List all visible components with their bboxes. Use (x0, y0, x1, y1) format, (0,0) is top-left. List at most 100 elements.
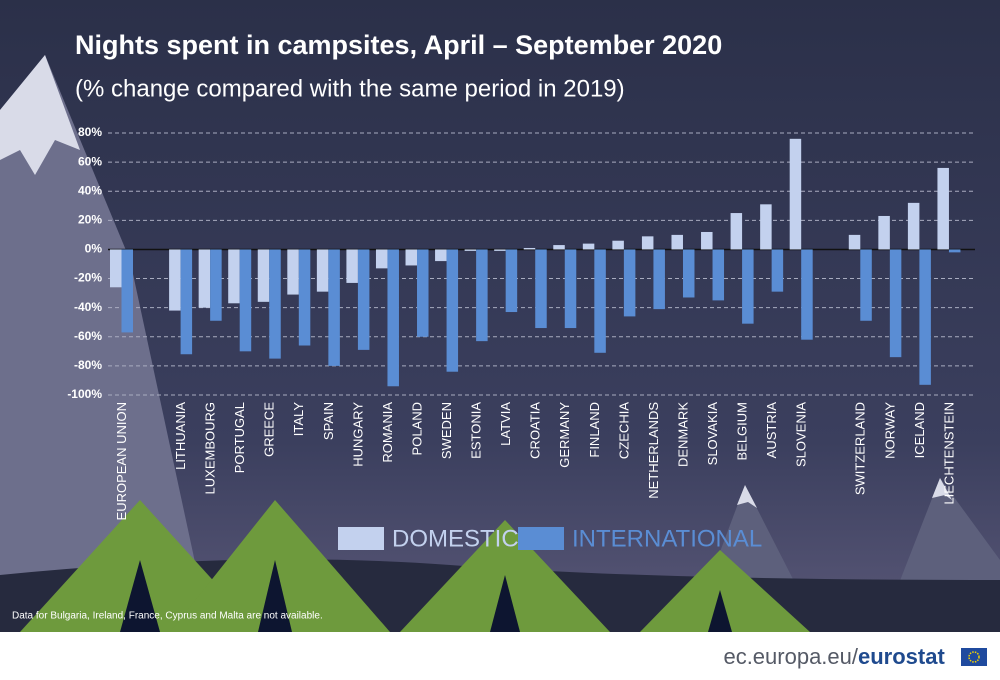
legend-label: DOMESTIC (392, 525, 519, 552)
bar (417, 249, 429, 337)
footer (0, 632, 1000, 680)
bar (257, 249, 270, 302)
bar (671, 234, 683, 250)
bar (228, 249, 240, 304)
y-tick-label: -60% (74, 329, 102, 343)
bar (405, 249, 418, 266)
legend-swatch (518, 527, 564, 550)
bar (789, 138, 802, 250)
x-tick-label: EUROPEAN UNION (114, 402, 129, 520)
bar (582, 243, 595, 250)
source: ec.europa.eu/ (723, 644, 858, 669)
y-tick-label: 80% (78, 125, 102, 139)
mountain-snow (737, 485, 757, 508)
bar (860, 249, 872, 321)
x-tick-label: CZECHIA (616, 402, 631, 459)
bar (730, 213, 743, 250)
bar (110, 249, 122, 288)
bar (564, 249, 577, 329)
bar (121, 249, 133, 333)
bar (375, 249, 388, 269)
y-tick-label: 60% (78, 154, 102, 168)
tent-door (258, 560, 292, 632)
mountain-snow (932, 478, 952, 500)
bar (316, 249, 329, 292)
bar (771, 249, 784, 292)
tent (170, 500, 390, 632)
x-tick-label: GERMANY (557, 402, 572, 468)
tent-door (490, 575, 520, 632)
x-tick-label: ITALY (291, 402, 306, 437)
bar (948, 249, 961, 253)
chart-title: Nights spent in campsites, April – Septe… (75, 30, 722, 60)
x-tick-label: LITHUANIA (173, 402, 188, 470)
x-tick-label: SLOVAKIA (705, 402, 720, 466)
y-tick-label: -80% (74, 358, 102, 372)
x-tick-label: SPAIN (321, 402, 336, 440)
tent-door (708, 590, 732, 632)
bar (701, 231, 713, 250)
x-tick-label: GREECE (262, 402, 277, 457)
x-tick-label: ROMANIA (380, 402, 395, 463)
mountain (0, 55, 210, 632)
bar (937, 167, 949, 250)
bar (889, 249, 902, 358)
mountain-snow (0, 55, 80, 175)
y-tick-label: 20% (78, 213, 102, 227)
bar (464, 249, 477, 251)
bar (287, 249, 299, 295)
bar (180, 249, 193, 355)
bar (553, 245, 565, 250)
y-tick-label: -40% (74, 300, 102, 314)
y-tick-label: 40% (78, 183, 102, 197)
bar (919, 249, 931, 385)
footnote: Data for Bulgaria, Ireland, France, Cypr… (12, 611, 323, 622)
bar (505, 249, 518, 313)
bar (742, 249, 754, 324)
legend-swatch (338, 527, 384, 550)
bar (435, 249, 447, 262)
x-tick-label: LUXEMBOURG (203, 402, 218, 494)
x-tick-label: NETHERLANDS (646, 402, 661, 499)
bar (446, 249, 459, 372)
tent (640, 550, 810, 632)
bar (210, 249, 222, 321)
brand: eurostat (858, 644, 945, 669)
bar (623, 249, 636, 317)
bar (801, 249, 813, 340)
bar (907, 202, 920, 250)
x-tick-label: SWITZERLAND (853, 402, 868, 495)
y-tick-label: -100% (67, 387, 102, 401)
x-tick-label: AUSTRIA (764, 402, 779, 459)
eu-stars (968, 651, 980, 663)
bar (682, 249, 695, 298)
bar (712, 249, 725, 301)
x-tick-label: PORTUGAL (232, 402, 247, 473)
bar (476, 249, 488, 342)
bar (612, 240, 624, 250)
bar (594, 249, 606, 353)
eu-flag (961, 648, 987, 666)
bar (878, 215, 890, 250)
x-tick-label: ICELAND (912, 402, 927, 458)
bar (653, 249, 665, 310)
bar (387, 249, 399, 387)
x-tick-label: LIECHTENSTEIN (941, 402, 956, 505)
bar (494, 249, 506, 251)
x-tick-label: HUNGARY (350, 402, 365, 467)
bar (357, 249, 370, 350)
bar (523, 247, 536, 250)
bar (169, 249, 181, 311)
bar (346, 249, 358, 283)
x-tick-label: FINLAND (587, 402, 602, 458)
y-tick-label: 0% (85, 242, 103, 256)
x-tick-label: DENMARK (675, 402, 690, 467)
x-tick-label: ESTONIA (469, 402, 484, 459)
x-tick-label: CROATIA (528, 402, 543, 459)
chart-subtitle: (% change compared with the same period … (75, 75, 625, 102)
bar (269, 249, 281, 359)
x-tick-label: POLAND (409, 402, 424, 455)
legend-label: INTERNATIONAL (572, 525, 762, 552)
